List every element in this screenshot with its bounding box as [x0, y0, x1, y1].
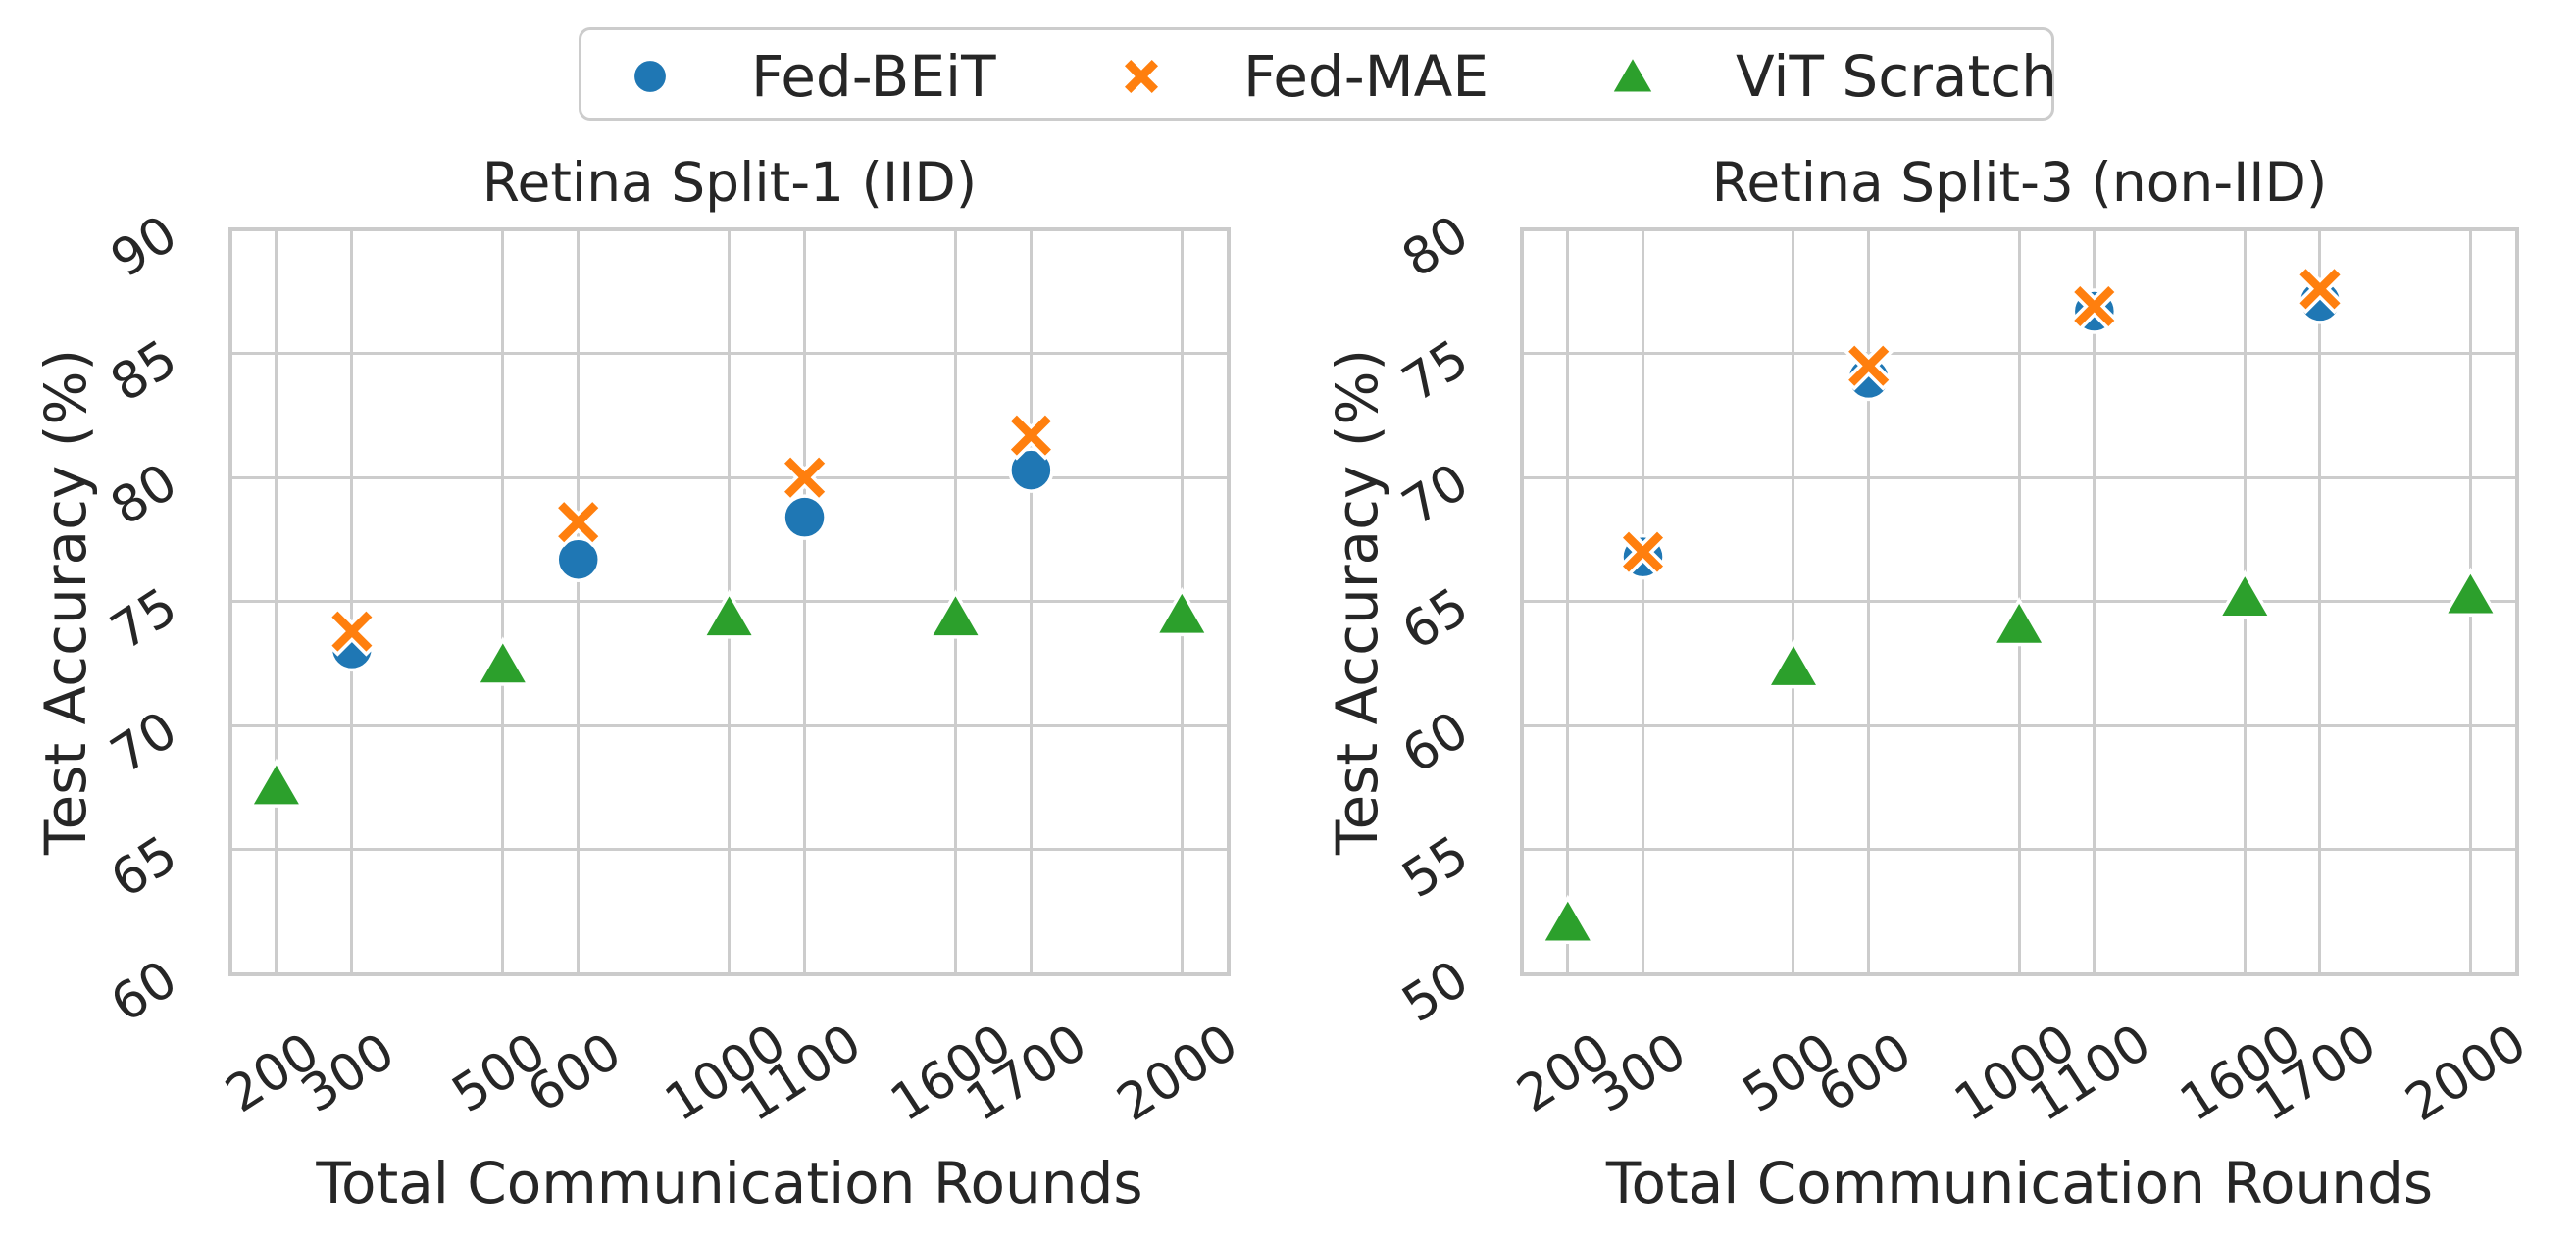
y-gridline	[230, 848, 1229, 852]
marker-fed-mae-1700	[1005, 410, 1056, 461]
marker-vit-scratch-1600	[927, 589, 985, 639]
plot-title-left: Retina Split-1 (IID)	[481, 151, 978, 214]
legend-label: ViT Scratch	[1736, 43, 2057, 110]
y-gridline	[1522, 723, 2517, 727]
scatter-markers	[247, 410, 1211, 808]
marker-fed-mae-1100	[780, 452, 831, 503]
legend-triangle-icon	[1613, 59, 1652, 92]
y-gridline	[1522, 848, 2517, 852]
legend-marker-glyph	[1125, 60, 1158, 93]
marker-vit-scratch-200	[1539, 894, 1596, 945]
legend-marker-glyph	[1613, 59, 1652, 92]
y-gridline	[1522, 475, 2517, 479]
legend-circle-icon	[634, 61, 666, 92]
marker-vit-scratch-500	[1764, 639, 1823, 689]
marker-fed-mae-600	[1844, 340, 1894, 391]
marker-fed-mae-600	[553, 497, 604, 548]
legend-label: Fed-BEiT	[751, 43, 996, 110]
marker-fed-mae-1700	[2295, 264, 2346, 315]
legend	[579, 27, 2054, 121]
marker-fed-beit-1100	[782, 494, 828, 540]
marker-vit-scratch-200	[247, 758, 305, 808]
plot-title-right: Retina Split-3 (non-IID)	[1711, 151, 2328, 214]
marker-fed-mae-1100	[2069, 281, 2120, 331]
marker-vit-scratch-2000	[1153, 586, 1211, 637]
x-axis-label-left: Total Communication Rounds	[316, 1150, 1143, 1216]
marker-vit-scratch-1600	[2216, 569, 2274, 619]
marker-vit-scratch-1000	[700, 589, 758, 639]
y-axis-label-right: Test Accuracy (%)	[1324, 348, 1390, 855]
y-gridline	[230, 352, 1229, 356]
y-axis-label-left: Test Accuracy (%)	[32, 348, 99, 855]
marker-vit-scratch-1000	[1991, 597, 2048, 647]
legend-marker-glyph	[634, 61, 666, 92]
legend-label: Fed-MAE	[1243, 43, 1489, 110]
marker-fed-beit-1700	[1008, 447, 1054, 493]
marker-fed-mae-300	[1618, 526, 1668, 577]
y-gridline	[230, 723, 1229, 727]
y-gridline	[230, 475, 1229, 479]
y-gridline	[1522, 352, 2517, 356]
marker-vit-scratch-2000	[2442, 567, 2500, 617]
axes-spines	[1520, 227, 2519, 976]
axes-spines	[228, 227, 1231, 976]
marker-fed-beit-600	[555, 536, 601, 582]
scatter-markers	[1539, 264, 2500, 945]
x-axis-label-right: Total Communication Rounds	[1605, 1150, 2434, 1216]
marker-fed-mae-300	[327, 606, 378, 657]
legend-x-icon	[1125, 60, 1158, 93]
marker-vit-scratch-500	[474, 636, 531, 686]
